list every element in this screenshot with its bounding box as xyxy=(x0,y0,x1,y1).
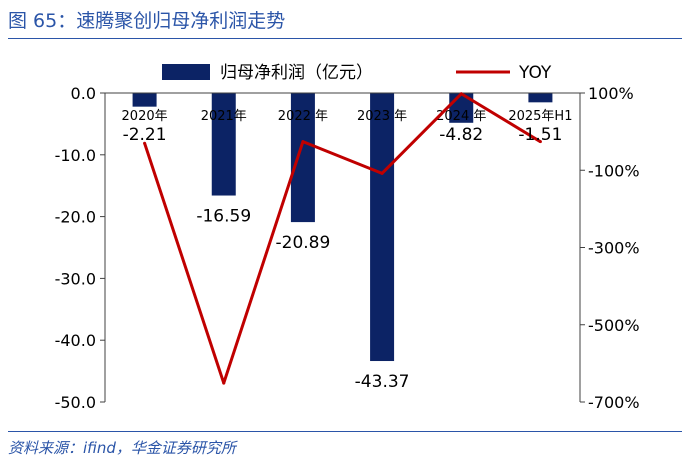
category-label-2: 2022 年 xyxy=(278,109,328,124)
legend-bar-label: 归母净利润（亿元） xyxy=(220,63,373,83)
bar-value-label-4: -4.82 xyxy=(439,125,483,145)
bar-3 xyxy=(370,93,395,362)
yoy-point-4 xyxy=(459,92,463,96)
bar-value-label-1: -16.59 xyxy=(196,207,251,227)
left-tick-label-5: -50.0 xyxy=(55,393,96,412)
right-tick-label-4: -700% xyxy=(588,393,640,412)
bar-value-label-0: -2.21 xyxy=(123,125,167,145)
yoy-point-0 xyxy=(143,141,147,145)
right-tick-label-2: -300% xyxy=(588,239,640,258)
bar-value-label-3: -43.37 xyxy=(355,372,410,392)
yoy-line xyxy=(143,92,542,385)
legend-bar-swatch xyxy=(162,64,210,80)
bar-value-label-5: -1.51 xyxy=(518,125,562,145)
category-label-5: 2025年H1 xyxy=(508,109,572,124)
left-tick-label-0: 0.0 xyxy=(71,84,96,103)
right-tick-label-1: -100% xyxy=(588,161,640,180)
bar-value-label-2: -20.89 xyxy=(276,233,331,253)
footer-rule xyxy=(8,431,682,432)
right-tick-label-0: 100% xyxy=(588,84,634,103)
category-label-0: 2020年 xyxy=(122,109,168,124)
yoy-point-3 xyxy=(380,171,384,175)
left-tick-label-4: -40.0 xyxy=(55,331,96,350)
bar-1 xyxy=(211,93,236,196)
right-tick-label-3: -500% xyxy=(588,316,640,335)
yoy-point-1 xyxy=(222,381,226,385)
category-label-4: 2024 年 xyxy=(436,109,486,124)
yoy-point-2 xyxy=(301,140,305,144)
figure-title: 图 65：速腾聚创归母净利润走势 xyxy=(8,10,286,32)
bar-0 xyxy=(132,93,157,107)
bar-5 xyxy=(528,93,553,103)
yoy-point-5 xyxy=(538,140,542,144)
left-tick-label-1: -10.0 xyxy=(55,146,96,165)
title-rule xyxy=(8,38,682,39)
legend-line-label: YOY xyxy=(518,63,552,83)
bar-2 xyxy=(290,93,315,223)
left-tick-label-2: -20.0 xyxy=(55,208,96,227)
category-label-3: 2023 年 xyxy=(357,109,407,124)
left-tick-label-3: -30.0 xyxy=(55,269,96,288)
source-note: 资料来源：ifind，华金证券研究所 xyxy=(8,439,236,457)
category-label-1: 2021年 xyxy=(201,109,247,124)
